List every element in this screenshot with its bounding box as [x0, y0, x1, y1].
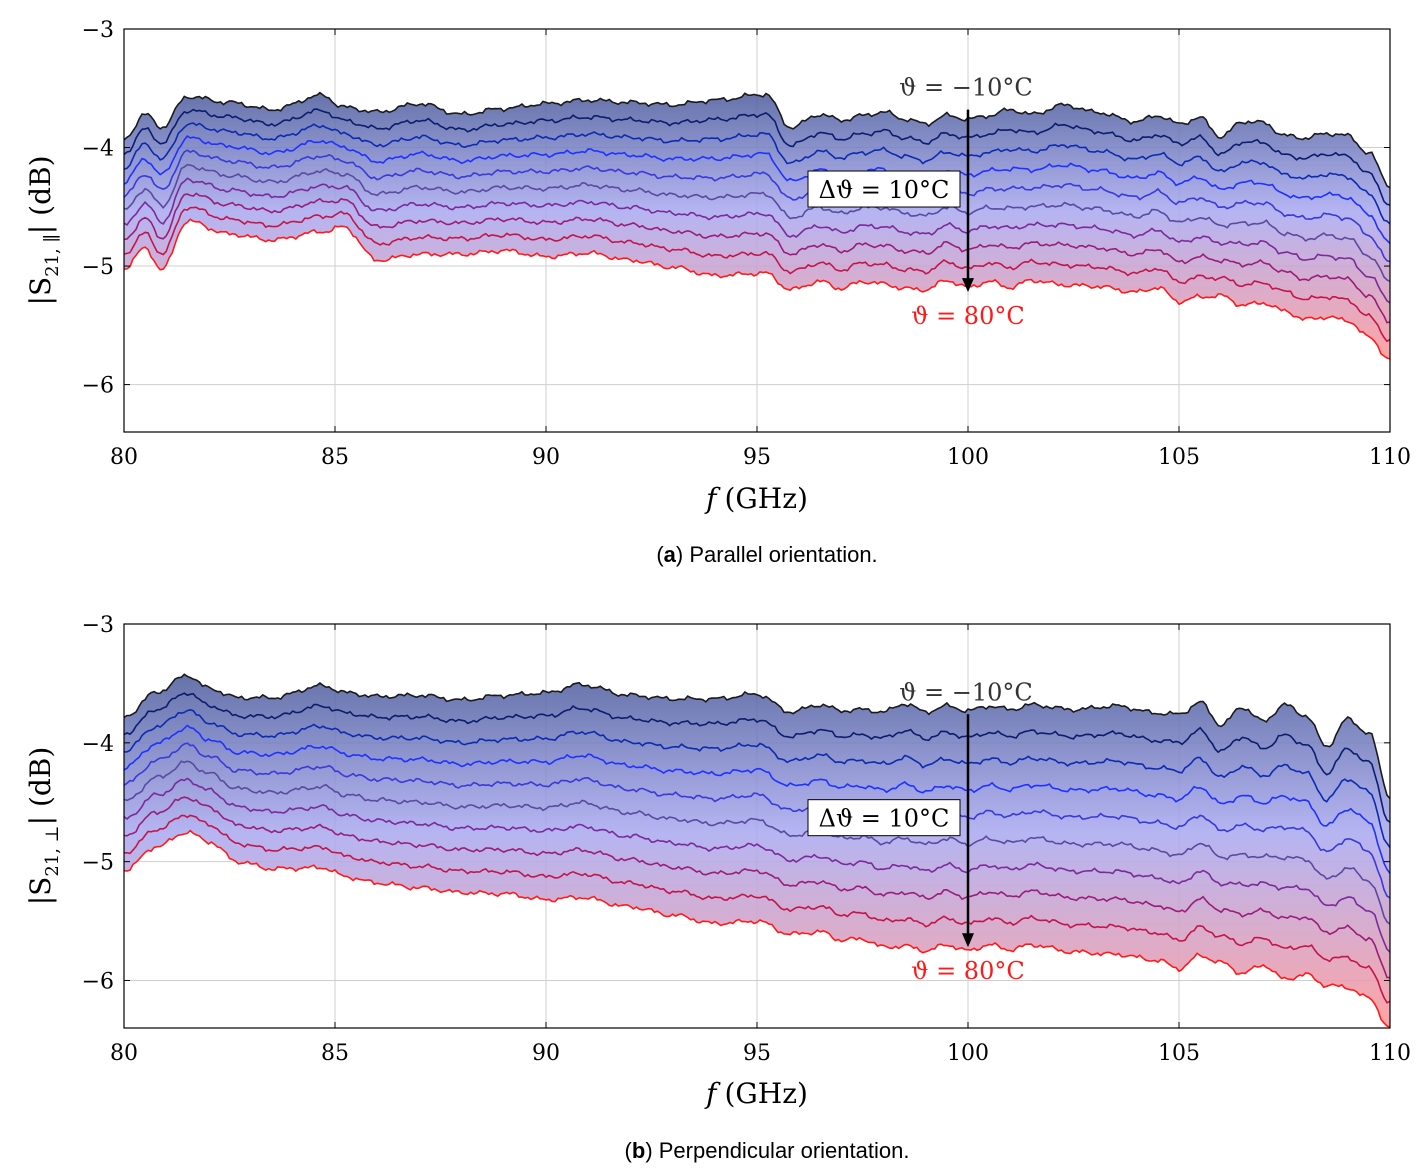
x-tick-label: 95	[743, 445, 771, 470]
annotation-bottom-temperature: ϑ = 80°C	[911, 302, 1024, 330]
y-tick-label: −6	[82, 969, 114, 994]
y-axis-label-main: |S	[24, 877, 57, 906]
x-tick-label: 100	[947, 445, 989, 470]
y-axis-label: |S21, ⊥| (dB)	[24, 747, 63, 906]
x-axis-label: f (GHz)	[704, 1077, 808, 1110]
y-tick-label: −5	[82, 255, 114, 280]
series-line-5	[123, 760, 1391, 925]
x-tick-label: 80	[110, 445, 138, 470]
series-line-4	[123, 742, 1391, 899]
x-axis-label-unit: (GHz)	[724, 1077, 807, 1110]
x-tick-label: 80	[110, 1041, 138, 1066]
chart-panel-b: 80 85 90 95 100 105 110 −3 −4 −5 −6 f (GHz) |S21, ⊥| …	[24, 613, 1411, 1163]
series-line-6	[123, 777, 1391, 953]
x-tick-label: 105	[1158, 1041, 1200, 1066]
panel-caption: (b) Perpendicular orientation.	[625, 1138, 910, 1163]
series-line-7	[123, 796, 1391, 979]
annotation-step: Δϑ = 10°C	[819, 805, 950, 833]
series-line-0	[123, 673, 1391, 800]
step-annotation-box	[807, 799, 961, 837]
x-axis-label-var: f	[704, 482, 721, 515]
y-axis-label: |S21, ∥| (dB)	[24, 156, 63, 306]
panel-caption-open: (	[625, 1138, 633, 1163]
annotation-step: Δϑ = 10°C	[819, 176, 950, 204]
y-tick-label: −6	[82, 374, 114, 399]
y-tick-label: −4	[82, 137, 114, 162]
series-line-3	[123, 724, 1391, 874]
annotation-top-temperature: ϑ = −10°C	[899, 678, 1033, 706]
x-tick-label: 85	[321, 445, 349, 470]
series-line-1	[123, 692, 1391, 823]
panel-caption-label: b	[632, 1138, 645, 1163]
panel-caption-text: ) Perpendicular orientation.	[645, 1138, 909, 1163]
y-axis-label-main: |S	[24, 277, 57, 306]
chart-panel-a: 80 85 90 95 100 105 110 −3 −4 −5 −6 f (GHz) |S21, ∥| …	[24, 18, 1411, 567]
x-tick-label: 95	[743, 1041, 771, 1066]
series-line-5	[123, 163, 1391, 283]
x-tick-label: 90	[532, 1041, 560, 1066]
x-tick-label: 90	[532, 445, 560, 470]
series-line-0	[123, 91, 1391, 189]
series-line-9	[123, 829, 1391, 1028]
series-line-8	[123, 206, 1391, 343]
annotation-bottom-temperature: ϑ = 80°C	[911, 957, 1024, 985]
x-tick-label: 100	[947, 1041, 989, 1066]
x-tick-label: 110	[1369, 445, 1411, 470]
temperature-arrow-head	[962, 933, 974, 948]
panel-caption-open: (	[656, 542, 664, 567]
series-line-3	[123, 135, 1391, 244]
x-tick-label: 105	[1158, 445, 1200, 470]
x-axis-label: f (GHz)	[704, 482, 808, 515]
x-axis-label-unit: (GHz)	[724, 482, 807, 515]
series-line-1	[123, 108, 1391, 206]
series-line-2	[123, 708, 1391, 848]
series-line-2	[123, 122, 1391, 225]
series-line-4	[123, 149, 1391, 263]
y-tick-label: −3	[82, 18, 114, 43]
series-line-7	[123, 192, 1391, 324]
y-axis-label-unit: | (dB)	[24, 156, 57, 235]
temperature-arrow-head	[962, 278, 974, 293]
y-tick-label: −5	[82, 851, 114, 876]
series-line-6	[123, 177, 1391, 304]
panel-caption-text: ) Parallel orientation.	[676, 542, 878, 567]
x-axis-label-var: f	[704, 1077, 721, 1110]
panel-caption-label: a	[664, 542, 677, 567]
annotation-top-temperature: ϑ = −10°C	[899, 74, 1033, 102]
series-line-8	[124, 814, 1391, 1004]
y-axis-label-sub: 21, ∥	[42, 234, 63, 277]
panel-caption: (a) Parallel orientation.	[656, 542, 877, 567]
y-tick-label: −3	[82, 613, 114, 638]
series-line-9	[123, 218, 1391, 360]
y-axis-label-unit: | (dB)	[24, 747, 57, 826]
x-tick-label: 110	[1369, 1041, 1411, 1066]
x-tick-label: 85	[321, 1041, 349, 1066]
y-axis-label-sub: 21, ⊥	[42, 825, 63, 876]
y-tick-label: −4	[82, 732, 114, 757]
step-annotation-box	[807, 170, 961, 208]
